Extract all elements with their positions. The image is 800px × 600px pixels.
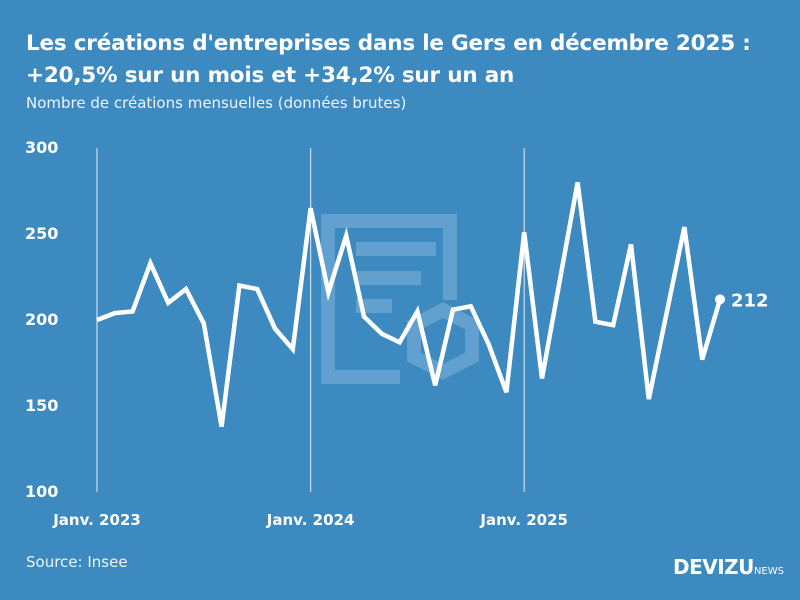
y-tick-label: 150 — [25, 396, 58, 415]
y-tick-label: 100 — [25, 482, 58, 501]
last-point-marker — [715, 294, 725, 305]
chart-title: Les créations d'entreprises dans le Gers… — [26, 28, 796, 92]
x-tick-label: Janv. 2025 — [479, 511, 568, 529]
series-line — [96, 181, 723, 428]
devizu-logo: DEVIZUNEWS — [673, 555, 784, 579]
x-tick-label: Janv. 2023 — [52, 511, 141, 529]
chart-subtitle: Nombre de créations mensuelles (données … — [26, 94, 407, 112]
watermark-logo — [321, 214, 479, 384]
title-line-1: Les créations d'entreprises dans le Gers… — [26, 31, 751, 56]
y-tick-label: 250 — [25, 224, 58, 243]
x-tick-label: Janv. 2024 — [266, 511, 355, 529]
title-line-2: +20,5% sur un mois et +34,2% sur un an — [26, 63, 515, 88]
source-note: Source: Insee — [26, 553, 128, 571]
last-point-label: 212 — [731, 290, 769, 311]
logo-main: DEVIZU — [673, 555, 754, 579]
watermark-hexagon — [407, 302, 479, 380]
watermark-document — [321, 214, 457, 384]
y-tick-label: 200 — [25, 310, 58, 329]
y-tick-label: 300 — [25, 138, 58, 157]
logo-suffix: NEWS — [753, 566, 784, 577]
